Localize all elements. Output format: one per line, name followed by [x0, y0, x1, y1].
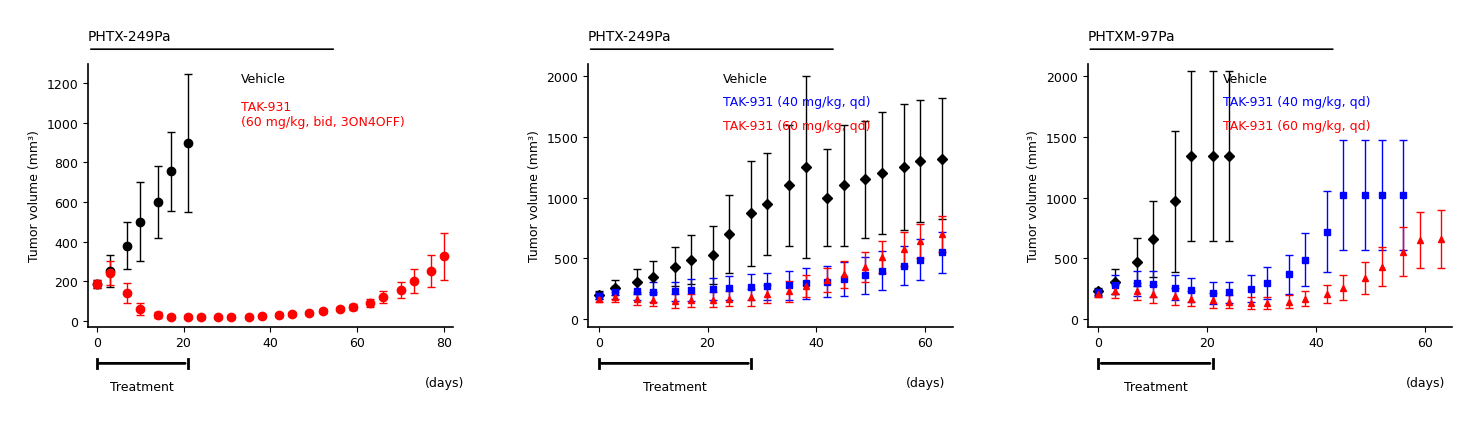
- Text: TAK-931 (60 mg/kg, qd): TAK-931 (60 mg/kg, qd): [1222, 120, 1370, 132]
- Text: (days): (days): [424, 376, 464, 389]
- Text: TAK-931 (60 mg/kg, qd): TAK-931 (60 mg/kg, qd): [723, 120, 870, 132]
- Y-axis label: Tumor volume (mm³): Tumor volume (mm³): [528, 130, 541, 261]
- Text: TAK-931
(60 mg/kg, bid, 3ON4OFF): TAK-931 (60 mg/kg, bid, 3ON4OFF): [241, 101, 405, 129]
- Text: TAK-931 (40 mg/kg, qd): TAK-931 (40 mg/kg, qd): [723, 96, 870, 109]
- Text: Vehicle: Vehicle: [1222, 72, 1267, 85]
- Text: (days): (days): [905, 376, 945, 389]
- Text: Treatment: Treatment: [110, 381, 175, 393]
- Text: Vehicle: Vehicle: [723, 72, 767, 85]
- Text: Treatment: Treatment: [1124, 381, 1187, 393]
- Text: PHTX-249Pa: PHTX-249Pa: [88, 30, 172, 43]
- Y-axis label: Tumor volume (mm³): Tumor volume (mm³): [1027, 130, 1040, 261]
- Y-axis label: Tumor volume (mm³): Tumor volume (mm³): [28, 130, 41, 261]
- Text: PHTXM-97Pa: PHTXM-97Pa: [1087, 30, 1175, 43]
- Text: Treatment: Treatment: [643, 381, 707, 393]
- Text: TAK-931 (40 mg/kg, qd): TAK-931 (40 mg/kg, qd): [1222, 96, 1370, 109]
- Text: Vehicle: Vehicle: [241, 72, 286, 85]
- Text: (days): (days): [1405, 376, 1445, 389]
- Text: PHTX-249Pa: PHTX-249Pa: [588, 30, 672, 43]
